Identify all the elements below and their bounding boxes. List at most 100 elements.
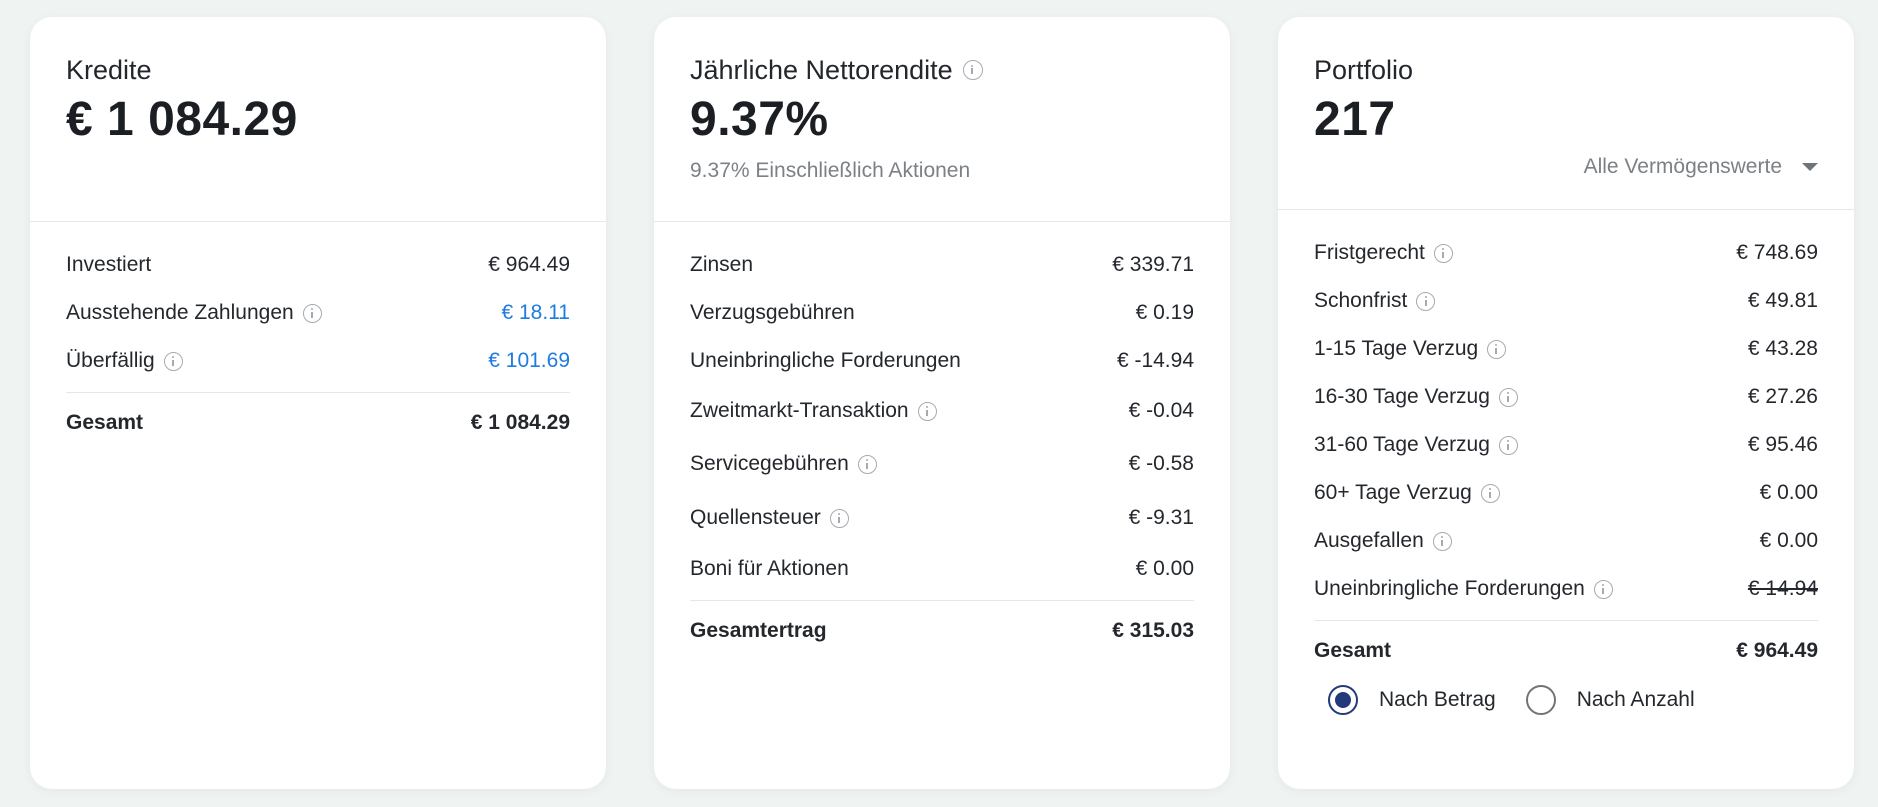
row-label: Verzugsgebühren [690, 301, 855, 324]
info-icon[interactable] [163, 351, 183, 371]
view-mode-radio-group: Nach Betrag Nach Anzahl [1328, 685, 1725, 715]
row-label: Uneinbringliche Forderungen [1314, 577, 1585, 600]
net-return-percent: 9.37% [690, 93, 829, 146]
row-bad-debt: Uneinbringliche Forderungen € 14.94 [1314, 565, 1818, 613]
row-label: 31-60 Tage Verzug [1314, 433, 1490, 456]
row-late-16-30: 16-30 Tage Verzug € 27.26 [1314, 373, 1818, 421]
row-interest: Zinsen € 339.71 [690, 241, 1194, 289]
info-icon[interactable] [302, 303, 322, 323]
loans-breakdown: Investiert € 964.49 Ausstehende Zahlunge… [66, 241, 570, 453]
radio-label: Nach Betrag [1379, 688, 1496, 711]
row-value: € -0.58 [1128, 452, 1194, 475]
row-value: € 0.00 [1759, 481, 1818, 504]
radio-unchecked-icon[interactable] [1525, 685, 1556, 715]
caret-down-icon [1802, 163, 1818, 171]
row-value: € 964.49 [488, 253, 570, 276]
net-return-breakdown: Zinsen € 339.71 Verzugsgebühren € 0.19 U… [690, 241, 1194, 661]
row-label: Ausstehende Zahlungen [66, 301, 294, 324]
loans-card: Kredite € 1 084.29 Investiert € 964.49 A… [30, 17, 606, 789]
overdue-link[interactable]: € 101.69 [488, 349, 570, 372]
row-grace-period: Schonfrist € 49.81 [1314, 277, 1818, 325]
radio-label: Nach Anzahl [1576, 688, 1695, 711]
row-invested: Investiert € 964.49 [66, 241, 570, 289]
row-label: Boni für Aktionen [690, 557, 849, 580]
row-label: Uneinbringliche Forderungen [690, 349, 961, 372]
loans-title: Kredite [66, 54, 152, 85]
outstanding-payments-link[interactable]: € 18.11 [501, 301, 570, 324]
portfolio-title: Portfolio [1314, 54, 1414, 85]
row-defaulted: Ausgefallen € 0.00 [1314, 517, 1818, 565]
row-value: € 14.94 [1747, 577, 1818, 600]
row-value: € 49.81 [1747, 289, 1818, 312]
row-label: Quellensteuer [690, 506, 821, 529]
divider [30, 221, 606, 222]
row-label: Zweitmarkt-Transaktion [690, 399, 909, 422]
info-icon[interactable] [1480, 483, 1500, 503]
row-value: € -0.04 [1128, 399, 1194, 422]
net-return-card: Jährliche Nettorendite 9.37% 9.37% Einsc… [654, 17, 1230, 789]
net-return-subtitle: 9.37% Einschließlich Aktionen [690, 159, 971, 182]
row-service-fees: Servicegebühren € -0.58 [690, 437, 1194, 491]
info-icon[interactable] [1498, 387, 1518, 407]
info-icon[interactable] [829, 508, 849, 528]
total-value: € 964.49 [1736, 639, 1818, 662]
asset-filter-value: Alle Vermögenswerte [1583, 155, 1782, 178]
row-total: Gesamt € 964.49 [1314, 621, 1818, 681]
total-value: € 315.03 [1112, 619, 1194, 642]
separator [66, 392, 570, 393]
row-total: Gesamt € 1 084.29 [66, 393, 570, 453]
row-late-31-60: 31-60 Tage Verzug € 95.46 [1314, 421, 1818, 469]
info-icon[interactable] [917, 401, 937, 421]
radio-checked-icon[interactable] [1328, 685, 1358, 715]
row-value: € 95.46 [1747, 433, 1818, 456]
row-value: € 0.00 [1759, 529, 1818, 552]
info-icon[interactable] [1416, 291, 1436, 311]
info-icon[interactable] [962, 60, 983, 80]
total-label: Gesamt [1314, 639, 1392, 662]
row-late-60-plus: 60+ Tage Verzug € 0.00 [1314, 469, 1818, 517]
portfolio-card: Portfolio 217 Alle Vermögenswerte Fristg… [1278, 17, 1854, 789]
row-label: Fristgerecht [1314, 241, 1425, 264]
row-overdue: Überfällig € 101.69 [66, 337, 570, 385]
divider [1278, 209, 1854, 210]
row-total-return: Gesamtertrag € 315.03 [690, 601, 1194, 661]
row-value: € 0.19 [1135, 301, 1194, 324]
net-return-title: Jährliche Nettorendite [690, 54, 953, 85]
info-icon[interactable] [1593, 579, 1613, 599]
info-icon[interactable] [1487, 339, 1507, 359]
portfolio-breakdown: Fristgerecht € 748.69 Schonfrist € 49.81… [1314, 229, 1818, 681]
radio-by-amount[interactable]: Nach Betrag [1328, 685, 1496, 715]
total-value: € 1 084.29 [470, 411, 570, 434]
row-value: € 0.00 [1135, 557, 1194, 580]
row-value: € 339.71 [1112, 253, 1194, 276]
row-value: € 27.26 [1747, 385, 1818, 408]
row-value: € 43.28 [1747, 337, 1818, 360]
total-label: Gesamtertrag [690, 619, 827, 642]
row-label: Zinsen [690, 253, 754, 276]
separator [690, 600, 1194, 601]
row-label: 16-30 Tage Verzug [1314, 385, 1490, 408]
asset-filter-dropdown[interactable]: Alle Vermögenswerte [1584, 155, 1818, 179]
row-label: Servicegebühren [690, 452, 849, 475]
row-label: 1-15 Tage Verzug [1314, 337, 1479, 360]
info-icon[interactable] [857, 454, 877, 474]
row-label: Ausgefallen [1314, 529, 1424, 552]
row-secondary-market: Zweitmarkt-Transaktion € -0.04 [690, 385, 1194, 437]
row-value: € -9.31 [1128, 506, 1194, 529]
info-icon[interactable] [1498, 435, 1518, 455]
row-label: 60+ Tage Verzug [1314, 481, 1472, 504]
row-value: € 748.69 [1736, 241, 1818, 264]
row-label: Schonfrist [1314, 289, 1408, 312]
total-label: Gesamt [66, 411, 144, 434]
info-icon[interactable] [1432, 531, 1452, 551]
row-value: € -14.94 [1116, 349, 1194, 372]
row-label: Investiert [66, 253, 152, 276]
loans-amount: € 1 084.29 [66, 93, 298, 146]
row-label: Überfällig [66, 349, 155, 372]
radio-by-count[interactable]: Nach Anzahl [1525, 685, 1695, 715]
row-on-time: Fristgerecht € 748.69 [1314, 229, 1818, 277]
info-icon[interactable] [1433, 243, 1453, 263]
row-outstanding-payments: Ausstehende Zahlungen € 18.11 [66, 289, 570, 337]
divider [654, 221, 1230, 222]
row-late-1-15: 1-15 Tage Verzug € 43.28 [1314, 325, 1818, 373]
